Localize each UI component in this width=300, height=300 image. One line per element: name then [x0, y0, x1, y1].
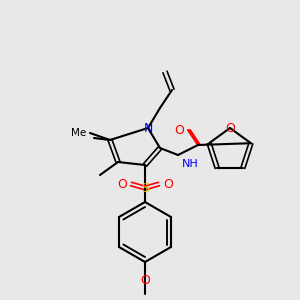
Text: Me: Me: [71, 128, 86, 138]
Text: O: O: [140, 274, 150, 286]
Text: O: O: [117, 178, 127, 190]
Text: O: O: [225, 122, 235, 134]
Text: S: S: [141, 182, 149, 194]
Text: O: O: [163, 178, 173, 190]
Text: O: O: [174, 124, 184, 136]
Text: N: N: [143, 122, 153, 134]
Text: NH: NH: [182, 159, 199, 169]
